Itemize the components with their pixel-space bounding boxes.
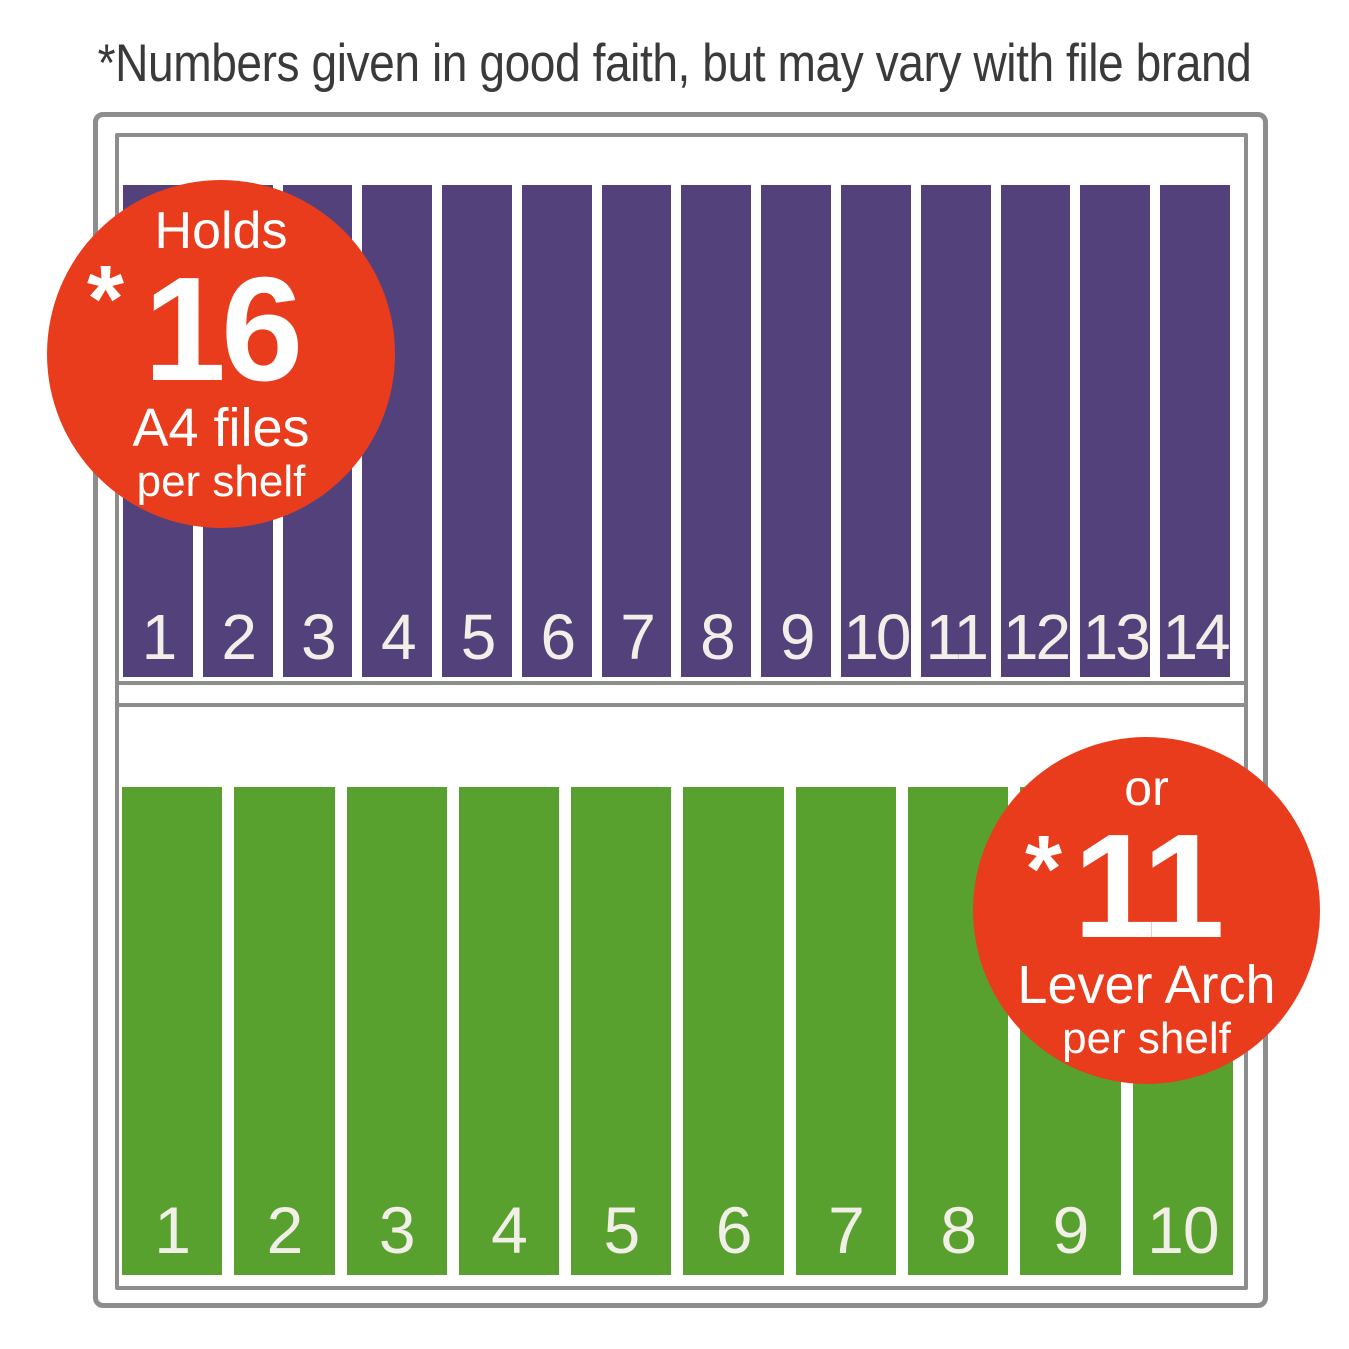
- footnote-asterisk: *: [87, 246, 124, 352]
- badge-prefix: or: [1124, 759, 1169, 816]
- file-number: 2: [266, 1193, 304, 1267]
- lever-arch-file-row: 1 2 3 4 5 6 7 8 9 10: [122, 787, 1233, 1275]
- file-number: 11: [925, 601, 988, 673]
- file-spine: 3: [346, 787, 447, 1275]
- file-spine: 6: [683, 787, 784, 1275]
- file-number: 5: [460, 601, 497, 673]
- badge-value: 16: [143, 247, 304, 412]
- file-number: 10: [1147, 1193, 1219, 1267]
- disclaimer-headline: *Numbers given in good faith, but may va…: [97, 34, 1252, 93]
- file-spine: 13: [1080, 185, 1151, 677]
- file-spine: 2: [234, 787, 335, 1275]
- file-spine: 5: [442, 185, 512, 677]
- file-spine: 1: [122, 787, 223, 1275]
- file-number: 1: [154, 1193, 191, 1267]
- badge-suffix: per shelf: [1062, 1013, 1231, 1063]
- file-spine: 9: [761, 185, 832, 677]
- file-number: 9: [779, 601, 816, 673]
- file-number: 12: [1002, 601, 1071, 673]
- file-number: 3: [378, 1193, 416, 1267]
- badge-value: 11: [1073, 803, 1224, 969]
- file-number: 4: [380, 601, 417, 673]
- file-spine: 6: [521, 185, 592, 677]
- badge-unit: A4 files: [132, 398, 310, 458]
- file-spine: 12: [1000, 185, 1071, 677]
- badge-prefix: Holds: [154, 202, 288, 260]
- file-spine: 8: [681, 185, 752, 677]
- file-spine: 7: [601, 185, 672, 677]
- badge-unit: Lever Arch: [1017, 954, 1276, 1015]
- a4-capacity-badge: * Holds 16 A4 files per shelf: [47, 180, 395, 528]
- file-spine: 10: [841, 185, 912, 677]
- footnote-asterisk: *: [1025, 816, 1062, 922]
- file-number: 9: [1052, 1193, 1090, 1267]
- file-number: 2: [221, 601, 257, 673]
- badge-suffix: per shelf: [136, 457, 306, 506]
- file-number: 13: [1082, 601, 1151, 673]
- file-number: 6: [540, 601, 577, 673]
- file-number: 6: [715, 1193, 753, 1267]
- file-number: 10: [843, 601, 911, 673]
- file-number: 8: [940, 1193, 977, 1267]
- file-number: 3: [301, 601, 337, 673]
- file-number: 8: [700, 601, 736, 673]
- file-spine: 5: [571, 787, 672, 1275]
- file-number: 7: [828, 1193, 865, 1267]
- file-spine: 11: [920, 185, 991, 677]
- file-number: 5: [603, 1193, 640, 1267]
- file-number: 4: [491, 1193, 528, 1267]
- file-number: 7: [620, 601, 656, 673]
- lever-arch-capacity-badge: * or 11 Lever Arch per shelf: [973, 737, 1320, 1084]
- file-spine: 14: [1160, 185, 1231, 677]
- shelf-divider: [119, 681, 1244, 707]
- file-spine: 7: [795, 787, 897, 1275]
- file-number: 14: [1162, 601, 1230, 673]
- file-spine: 4: [458, 787, 560, 1275]
- file-number: 1: [141, 601, 178, 673]
